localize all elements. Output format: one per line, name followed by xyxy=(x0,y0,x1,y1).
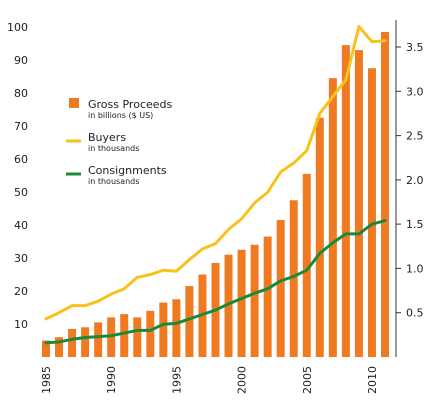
legend-subtitle-gross-proceeds: in billions ($ US) xyxy=(88,111,153,120)
left-tick-label-90: 90 xyxy=(14,54,28,67)
bar-gross-proceeds-1985 xyxy=(42,340,50,357)
right-tick-label-0.5: 0.5 xyxy=(406,307,424,320)
bar-gross-proceeds-1991 xyxy=(120,314,129,357)
left-tick-label-100: 100 xyxy=(7,21,28,34)
legend-title-gross-proceeds: Gross Proceeds xyxy=(88,98,173,111)
bar-gross-proceeds-1992 xyxy=(133,317,142,357)
bar-gross-proceeds-2011 xyxy=(381,31,389,357)
bar-gross-proceeds-1986 xyxy=(55,337,64,357)
x-tick-label-2010: 2010 xyxy=(366,366,379,394)
x-tick-label-2000: 2000 xyxy=(236,366,249,394)
bar-gross-proceeds-1995 xyxy=(172,299,181,357)
right-tick-label-2.5: 2.5 xyxy=(406,130,424,143)
bar-gross-proceeds-1988 xyxy=(81,327,90,357)
legend-title-consignments: Consignments xyxy=(88,164,167,177)
bar-gross-proceeds-2003 xyxy=(276,220,285,357)
bar-gross-proceeds-2002 xyxy=(263,236,272,357)
left-tick-label-30: 30 xyxy=(14,252,28,265)
bar-gross-proceeds-1993 xyxy=(146,310,155,357)
left-tick-label-10: 10 xyxy=(14,318,28,331)
right-tick-label-1.0: 1.0 xyxy=(406,262,424,275)
right-tick-label-2.0: 2.0 xyxy=(406,174,424,187)
bar-gross-proceeds-1994 xyxy=(159,302,168,357)
legend-subtitle-buyers: in thousands xyxy=(88,144,139,153)
lines-layer xyxy=(44,25,387,345)
left-tick-label-80: 80 xyxy=(14,87,28,100)
right-axis: 0.5 1.0 1.5 2.0 2.5 3.0 3.5 xyxy=(395,20,424,357)
left-tick-label-50: 50 xyxy=(14,186,28,199)
legend-swatch-gross-proceeds xyxy=(69,98,79,108)
x-tick-label-1990: 1990 xyxy=(105,366,118,394)
right-tick-label-3.5: 3.5 xyxy=(406,41,424,54)
bar-gross-proceeds-2007 xyxy=(328,78,337,358)
left-tick-label-20: 20 xyxy=(14,285,28,298)
bar-gross-proceeds-2008 xyxy=(341,45,350,358)
bar-gross-proceeds-1996 xyxy=(185,286,194,357)
left-axis: 10 20 30 40 50 60 70 80 90 100 xyxy=(7,21,28,331)
bar-gross-proceeds-1999 xyxy=(224,254,233,357)
x-tick-label-1995: 1995 xyxy=(170,366,183,394)
legend: Gross Proceeds in billions ($ US) Buyers… xyxy=(66,98,173,186)
bar-gross-proceeds-2006 xyxy=(315,117,324,357)
right-tick-label-1.5: 1.5 xyxy=(406,218,424,231)
x-tick-label-2005: 2005 xyxy=(301,366,314,394)
bar-gross-proceeds-1987 xyxy=(68,328,77,357)
line-buyers xyxy=(44,25,387,321)
legend-title-buyers: Buyers xyxy=(88,131,126,144)
x-axis: 1985 1990 1995 2000 2005 2010 xyxy=(40,366,379,394)
bar-gross-proceeds-2005 xyxy=(302,173,311,357)
left-tick-label-70: 70 xyxy=(14,120,28,133)
legend-subtitle-consignments: in thousands xyxy=(88,177,139,186)
left-tick-label-60: 60 xyxy=(14,153,28,166)
bar-gross-proceeds-2000 xyxy=(237,249,246,357)
line-consignments xyxy=(44,219,387,345)
right-tick-label-3.0: 3.0 xyxy=(406,85,424,98)
bar-gross-proceeds-2009 xyxy=(354,50,363,357)
bar-gross-proceeds-2004 xyxy=(289,200,298,357)
left-tick-label-40: 40 xyxy=(14,219,28,232)
x-tick-label-1985: 1985 xyxy=(40,366,53,394)
bars-layer xyxy=(42,31,389,358)
bar-gross-proceeds-1989 xyxy=(94,322,103,357)
bar-gross-proceeds-2010 xyxy=(367,68,376,357)
bar-gross-proceeds-2001 xyxy=(250,244,259,357)
